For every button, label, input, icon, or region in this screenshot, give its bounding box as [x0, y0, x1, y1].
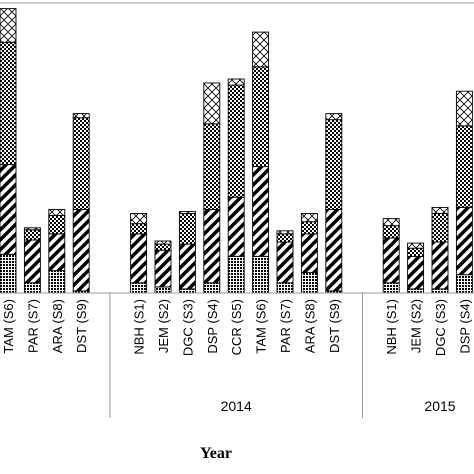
bar-segment-dots [178, 288, 196, 294]
bar-segment-dots [130, 282, 148, 294]
group-label: 2015 [424, 398, 455, 414]
bar-segment-diagonal-stripes [130, 233, 148, 284]
bar-segment-diagonal-stripes [300, 233, 318, 274]
bar-segment-checker [154, 243, 172, 251]
bar-segment-dots [300, 272, 318, 294]
bar-segment-cross-hatch [23, 227, 41, 231]
bar-segment-dots [382, 282, 400, 294]
bar-segment-checker [227, 84, 245, 198]
category-tick-label: PAR (S7) [278, 299, 293, 353]
bar-segment-cross-hatch [252, 31, 270, 68]
bar-segment-diagonal-stripes [203, 208, 221, 284]
bar-segment-diagonal-stripes [154, 249, 172, 288]
bar-segment-checker [252, 66, 270, 168]
bar-segment-checker [407, 247, 425, 257]
category-tick-label: JEM (S2) [156, 299, 171, 353]
bar-segment-diagonal-stripes [276, 241, 294, 284]
bar-segment-checker [382, 225, 400, 239]
bar-segment-cross-hatch [154, 240, 172, 245]
bar-segment-checker [325, 119, 343, 210]
bar-segment-checker [431, 213, 449, 243]
category-tick-label: ARA (S8) [50, 299, 65, 353]
bar-segment-checker [23, 229, 41, 241]
bar-segment-cross-hatch [407, 242, 425, 249]
bar-segment-cross-hatch [227, 78, 245, 86]
bar-segment-dots [48, 270, 66, 294]
bar-segment-cross-hatch [178, 211, 196, 214]
bar-segment-diagonal-stripes [252, 166, 270, 257]
bar-segment-diagonal-stripes [325, 208, 343, 292]
bar-segment-diagonal-stripes [178, 243, 196, 290]
bar-segment-dots [154, 286, 172, 294]
bar-segment-diagonal-stripes [227, 196, 245, 257]
category-tick-label: DSP (S4) [205, 299, 220, 354]
bar-segment-dots [252, 255, 270, 294]
bar-segment-cross-hatch [0, 8, 17, 43]
bar-segment-checker [0, 41, 17, 166]
category-tick-label: DGC (S3) [433, 299, 448, 356]
bar-segment-checker [72, 117, 90, 210]
bar-segment-cross-hatch [48, 208, 66, 216]
bar-segment-diagonal-stripes [382, 237, 400, 284]
bar-segment-dots [455, 274, 473, 294]
bar-segment-dots [0, 253, 17, 294]
category-tick-label: DST (S9) [74, 299, 89, 353]
bar-segment-cross-hatch [382, 218, 400, 227]
category-tick-label: CCR (S5) [229, 299, 244, 355]
bar-segment-cross-hatch [300, 213, 318, 223]
category-tick-label: JEM (S2) [409, 299, 424, 353]
bar-segment-cross-hatch [455, 90, 473, 127]
bar-segment-cross-hatch [325, 113, 343, 121]
category-tick-label: ARA (S8) [302, 299, 317, 353]
category-tick-label: TAM (S6) [254, 299, 269, 354]
x-axis-title: Year [200, 445, 232, 462]
bar-segment-checker [48, 215, 66, 235]
bar-segment-checker [455, 125, 473, 208]
bar-segment-cross-hatch [203, 82, 221, 125]
bar-segment-dots [203, 282, 221, 294]
bars-layer [0, 8, 473, 294]
bar-segment-checker [203, 123, 221, 210]
bar-segment-dots [407, 288, 425, 294]
bar-segment-checker [276, 233, 294, 243]
bar-segment-dots [276, 282, 294, 294]
bar-segment-checker [130, 223, 148, 235]
bar-segment-diagonal-stripes [455, 206, 473, 276]
group-label: 2014 [221, 398, 252, 414]
category-tick-label: TAM (S6) [1, 299, 16, 354]
category-tick-label: NBH (S1) [132, 299, 147, 355]
bar-segment-diagonal-stripes [23, 239, 41, 284]
x-axis: TAM (S6) PAR (S7) ARA (S8) DST (S9) NBH (S1)… [0, 292, 474, 418]
bar-segment-dots [431, 288, 449, 294]
bar-segment-diagonal-stripes [431, 241, 449, 290]
bar-segment-dots [23, 282, 41, 294]
bar-segment-checker [178, 213, 196, 245]
bar-segment-cross-hatch [431, 206, 449, 214]
category-tick-label: NBH (S1) [384, 299, 399, 355]
bar-segment-cross-hatch [72, 113, 90, 119]
bar-segment-dots [227, 255, 245, 294]
bar-segment-diagonal-stripes [72, 208, 90, 292]
bar-segment-diagonal-stripes [407, 255, 425, 290]
category-tick-label: DSP (S4) [457, 299, 472, 354]
bar-segment-diagonal-stripes [48, 233, 66, 272]
category-tick-label: DST (S9) [327, 299, 342, 353]
bar-segment-checker [300, 221, 318, 235]
category-tick-label: DGC (S3) [180, 299, 195, 356]
bar-segment-cross-hatch [130, 213, 148, 225]
category-tick-label: PAR (S7) [25, 299, 40, 353]
bar-segment-diagonal-stripes [0, 164, 17, 255]
bar-segment-cross-hatch [276, 230, 294, 235]
